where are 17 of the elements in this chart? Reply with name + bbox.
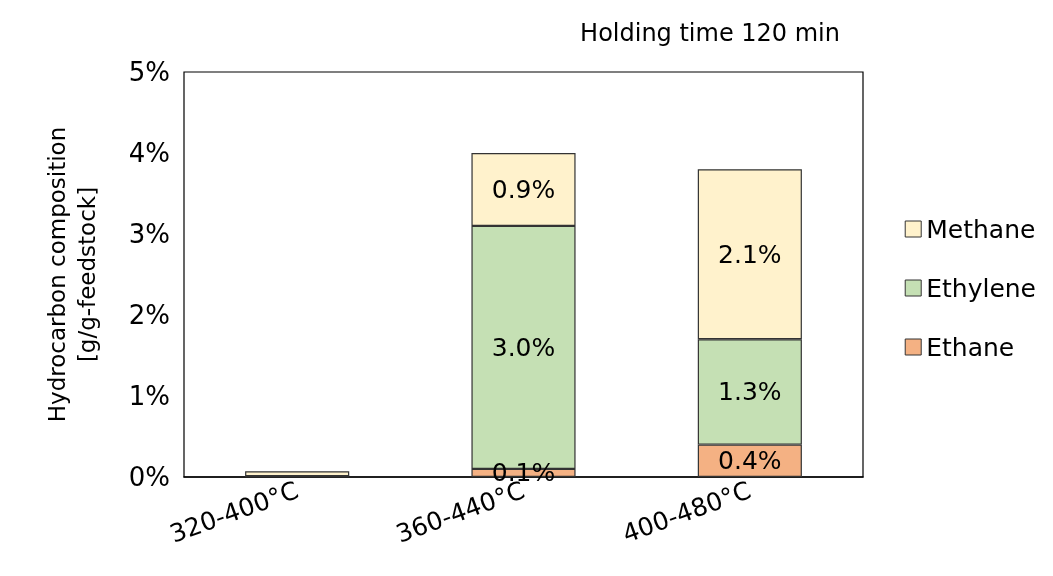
y-tick-label: 3% [128, 219, 170, 249]
legend-label: Ethylene [926, 273, 1037, 303]
data-label: 1.3% [718, 377, 782, 407]
data-label: 0.9% [491, 174, 556, 204]
data-label: 3.0% [491, 332, 556, 362]
bar [245, 471, 350, 477]
data-label: 0.4% [718, 446, 782, 476]
legend-label: Methane [926, 214, 1036, 244]
y-axis-title: Hydrocarbon composition [g/g-feedstock] [44, 126, 100, 423]
y-tick-label: 0% [128, 462, 170, 492]
y-tick-label: 1% [128, 381, 170, 411]
legend-label: Ethane [926, 332, 1015, 362]
y-tick-label: 4% [128, 138, 170, 168]
chart-title: Holding time 120 min [580, 19, 840, 47]
y-tick-label: 2% [128, 300, 170, 330]
data-label: 2.1% [718, 239, 782, 269]
y-tick-label: 5% [128, 57, 170, 87]
